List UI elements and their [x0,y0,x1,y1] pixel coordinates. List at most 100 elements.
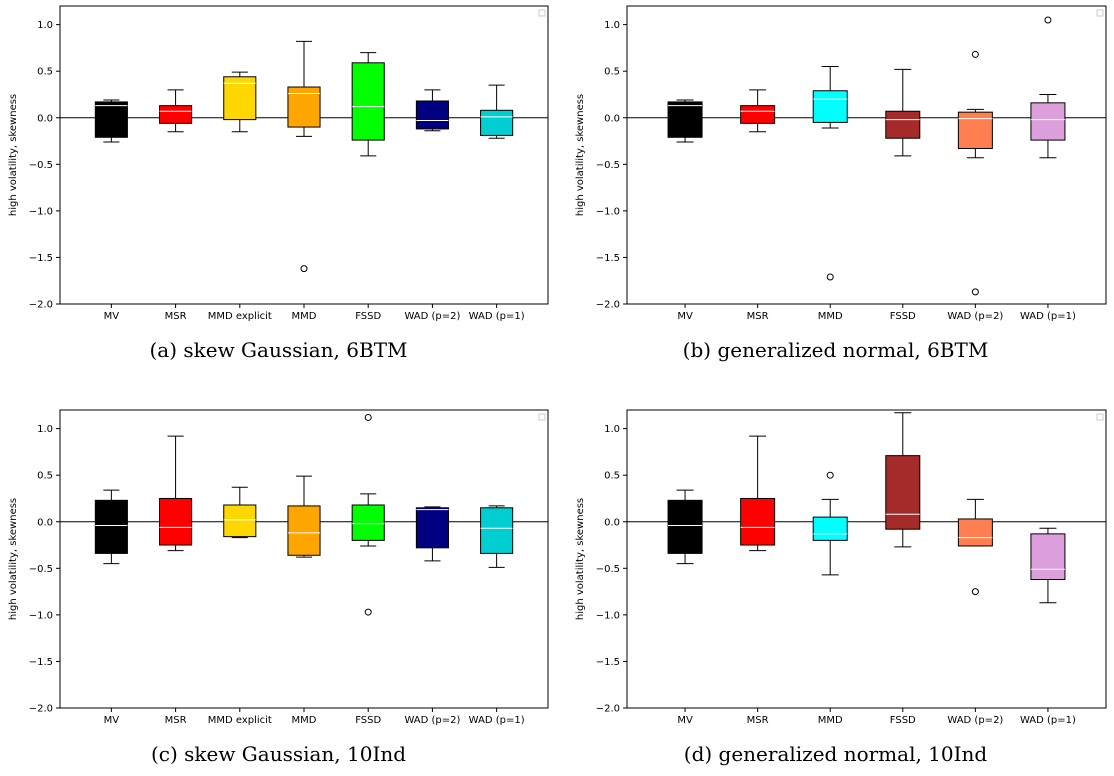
caption-c: (c) skew Gaussian, 10Ind [150,742,407,766]
legend-box [1096,9,1104,17]
y-tick-label: 0.5 [37,67,53,78]
box-wad-p-1 [1030,527,1066,604]
y-tick-label: −1.5 [29,657,53,668]
x-tick-label: WAD (p=2) [404,311,460,322]
y-tick-label: −1.5 [29,253,53,264]
box-wad-p-1 [480,505,514,568]
box-mv [667,99,703,143]
y-tick-label: 1.0 [37,20,53,31]
outlier-point [826,273,834,281]
axes-frame [59,409,549,709]
box-mv [94,489,128,565]
box-mmd [812,471,848,576]
box-msr [740,89,776,133]
boxplot-chart-a: 1.0 0.5 0.0 −0.5 −1.0 −1.5 −2.0 high volatility… [8,5,549,322]
y-tick-label: −1.0 [29,610,53,621]
y-tick-label: 1.0 [604,424,620,435]
y-tick-label: −0.5 [29,160,53,171]
box-wad-p-2 [415,89,449,132]
y-tick-label: 0.5 [604,471,620,482]
box-body [740,105,776,124]
box-body [351,504,385,541]
x-tick-label: WAD (p=2) [947,311,1003,322]
boxplot-chart-b: 1.0 0.5 0.0 −0.5 −1.0 −1.5 −2.0 high volatility… [575,5,1107,322]
box-mmd-explicit [223,71,257,133]
box-body [94,499,128,554]
x-tick-label: MV [677,715,693,726]
y-axis-label: high volatility, skewness [8,498,19,620]
box-body [667,499,703,554]
box-fssd [885,412,921,548]
box-fssd [351,52,385,157]
x-tick-label: WAD (p=1) [1020,311,1076,322]
box-msr [740,435,776,552]
box-wad-p-1 [480,84,514,139]
box-mv [94,99,128,143]
box-body [159,497,193,546]
x-tick-label: WAD (p=1) [469,715,525,726]
y-tick-label: −1.5 [596,253,620,264]
y-tick-label: 0.0 [604,113,620,124]
x-tick-label: MMD [818,311,843,322]
y-tick-label: −0.5 [29,564,53,575]
box-mv [667,489,703,565]
outlier-point [300,265,308,273]
axes-frame [626,5,1107,305]
box-body [480,109,514,136]
x-tick-label: MMD explicit [208,311,272,322]
box-mmd [287,475,321,558]
box-body [159,105,193,124]
box-mmd [287,40,321,273]
box-fssd [885,68,921,157]
y-tick-label: 0.0 [37,517,53,528]
y-axis-label: high volatility, skewness [575,498,586,620]
box-body [667,101,703,138]
y-tick-label: −2.0 [596,704,620,715]
y-tick-label: 0.0 [37,113,53,124]
x-tick-label: MV [677,311,693,322]
y-tick-label: 1.0 [37,424,53,435]
axes-frame [59,5,549,305]
box-wad-p-2 [957,498,993,596]
boxplot-chart-c: 1.0 0.5 0.0 −0.5 −1.0 −1.5 −2.0 high volatility… [8,409,549,726]
box-body [740,497,776,546]
box-body [812,90,848,123]
y-tick-label: −1.5 [596,657,620,668]
chart-panel-c: 1.0 0.5 0.0 −0.5 −1.0 −1.5 −2.0 high volatility… [0,404,557,776]
x-tick-label: MSR [747,715,769,726]
box-msr [159,435,193,552]
x-tick-label: MMD [292,715,317,726]
box-fssd [351,413,385,616]
box-body [957,518,993,547]
caption-b: (b) generalized normal, 6BTM [682,338,989,362]
y-tick-label: −0.5 [596,564,620,575]
x-tick-label: WAD (p=1) [469,311,525,322]
outlier-point [364,608,372,616]
axes-frame [626,409,1107,709]
y-tick-label: −1.0 [596,610,620,621]
y-tick-label: −1.0 [596,206,620,217]
x-tick-label: MV [104,311,120,322]
y-tick-label: 0.5 [37,471,53,482]
box-body [415,100,449,130]
x-tick-label: WAD (p=2) [404,715,460,726]
box-wad-p-2 [415,506,449,562]
box-body [1030,533,1066,580]
x-tick-label: FSSD [890,311,916,322]
outlier-point [826,471,834,479]
y-tick-label: 0.0 [604,517,620,528]
outlier-point [971,288,979,296]
x-tick-label: FSSD [355,715,381,726]
chart-panel-b: 1.0 0.5 0.0 −0.5 −1.0 −1.5 −2.0 high volatility… [557,0,1114,372]
y-tick-label: −1.0 [29,206,53,217]
x-tick-label: FSSD [355,311,381,322]
box-body [957,111,993,149]
outlier-point [971,50,979,58]
y-tick-label: 1.0 [604,20,620,31]
x-tick-label: MSR [747,311,769,322]
y-tick-label: −2.0 [596,300,620,311]
y-axis-label: high volatility, skewness [575,94,586,216]
chart-panel-d: 1.0 0.5 0.0 −0.5 −1.0 −1.5 −2.0 high volatility… [557,404,1114,776]
box-body [885,110,921,139]
box-body [287,505,321,556]
